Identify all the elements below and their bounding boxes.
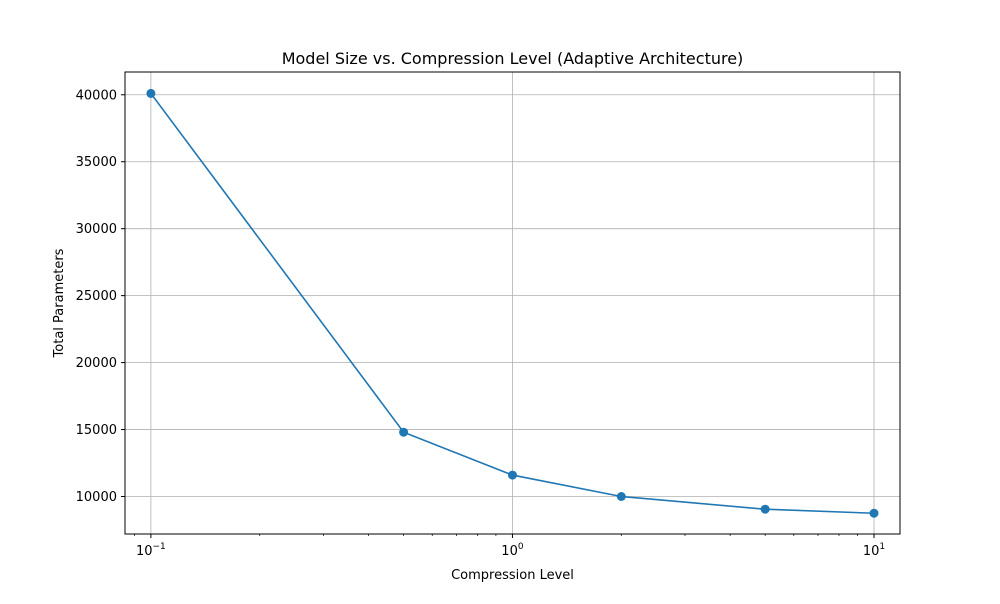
chart-title: Model Size vs. Compression Level (Adapti… [282,49,744,68]
x-tick-exponent: −1 [153,542,166,552]
x-tick-base: 10 [136,544,153,559]
data-point-marker [146,88,156,98]
x-tick-base: 10 [501,544,518,559]
x-axis-ticks: 10−1 100 101 [133,534,885,559]
y-tick-label: 35000 [76,155,117,170]
x-tick-base: 10 [863,544,880,559]
data-point-marker [507,470,517,480]
grid-lines [125,72,900,534]
data-point-marker [869,508,879,518]
y-tick-label: 25000 [76,289,117,304]
y-axis-ticks: 10000 15000 20000 25000 30000 35000 40000 [76,88,125,505]
data-point-marker [760,504,770,514]
series-line [150,92,875,515]
x-tick-exponent: 0 [518,542,524,552]
y-tick-label: 20000 [76,356,117,371]
x-tick-exponent: 1 [879,542,885,552]
y-tick-label: 40000 [76,88,117,103]
y-tick-label: 30000 [76,222,117,237]
data-markers [146,88,879,518]
x-tick-label: 10−1 [136,542,166,559]
y-tick-label: 10000 [76,490,117,505]
y-tick-label: 15000 [76,423,117,438]
series-lines [150,92,875,515]
x-axis-label: Compression Level [451,568,574,583]
data-point-marker [399,427,409,437]
x-tick-label: 101 [863,542,885,559]
x-tick-label: 100 [501,542,524,559]
data-point-marker [616,492,626,502]
y-axis-label: Total Parameters [52,248,67,358]
